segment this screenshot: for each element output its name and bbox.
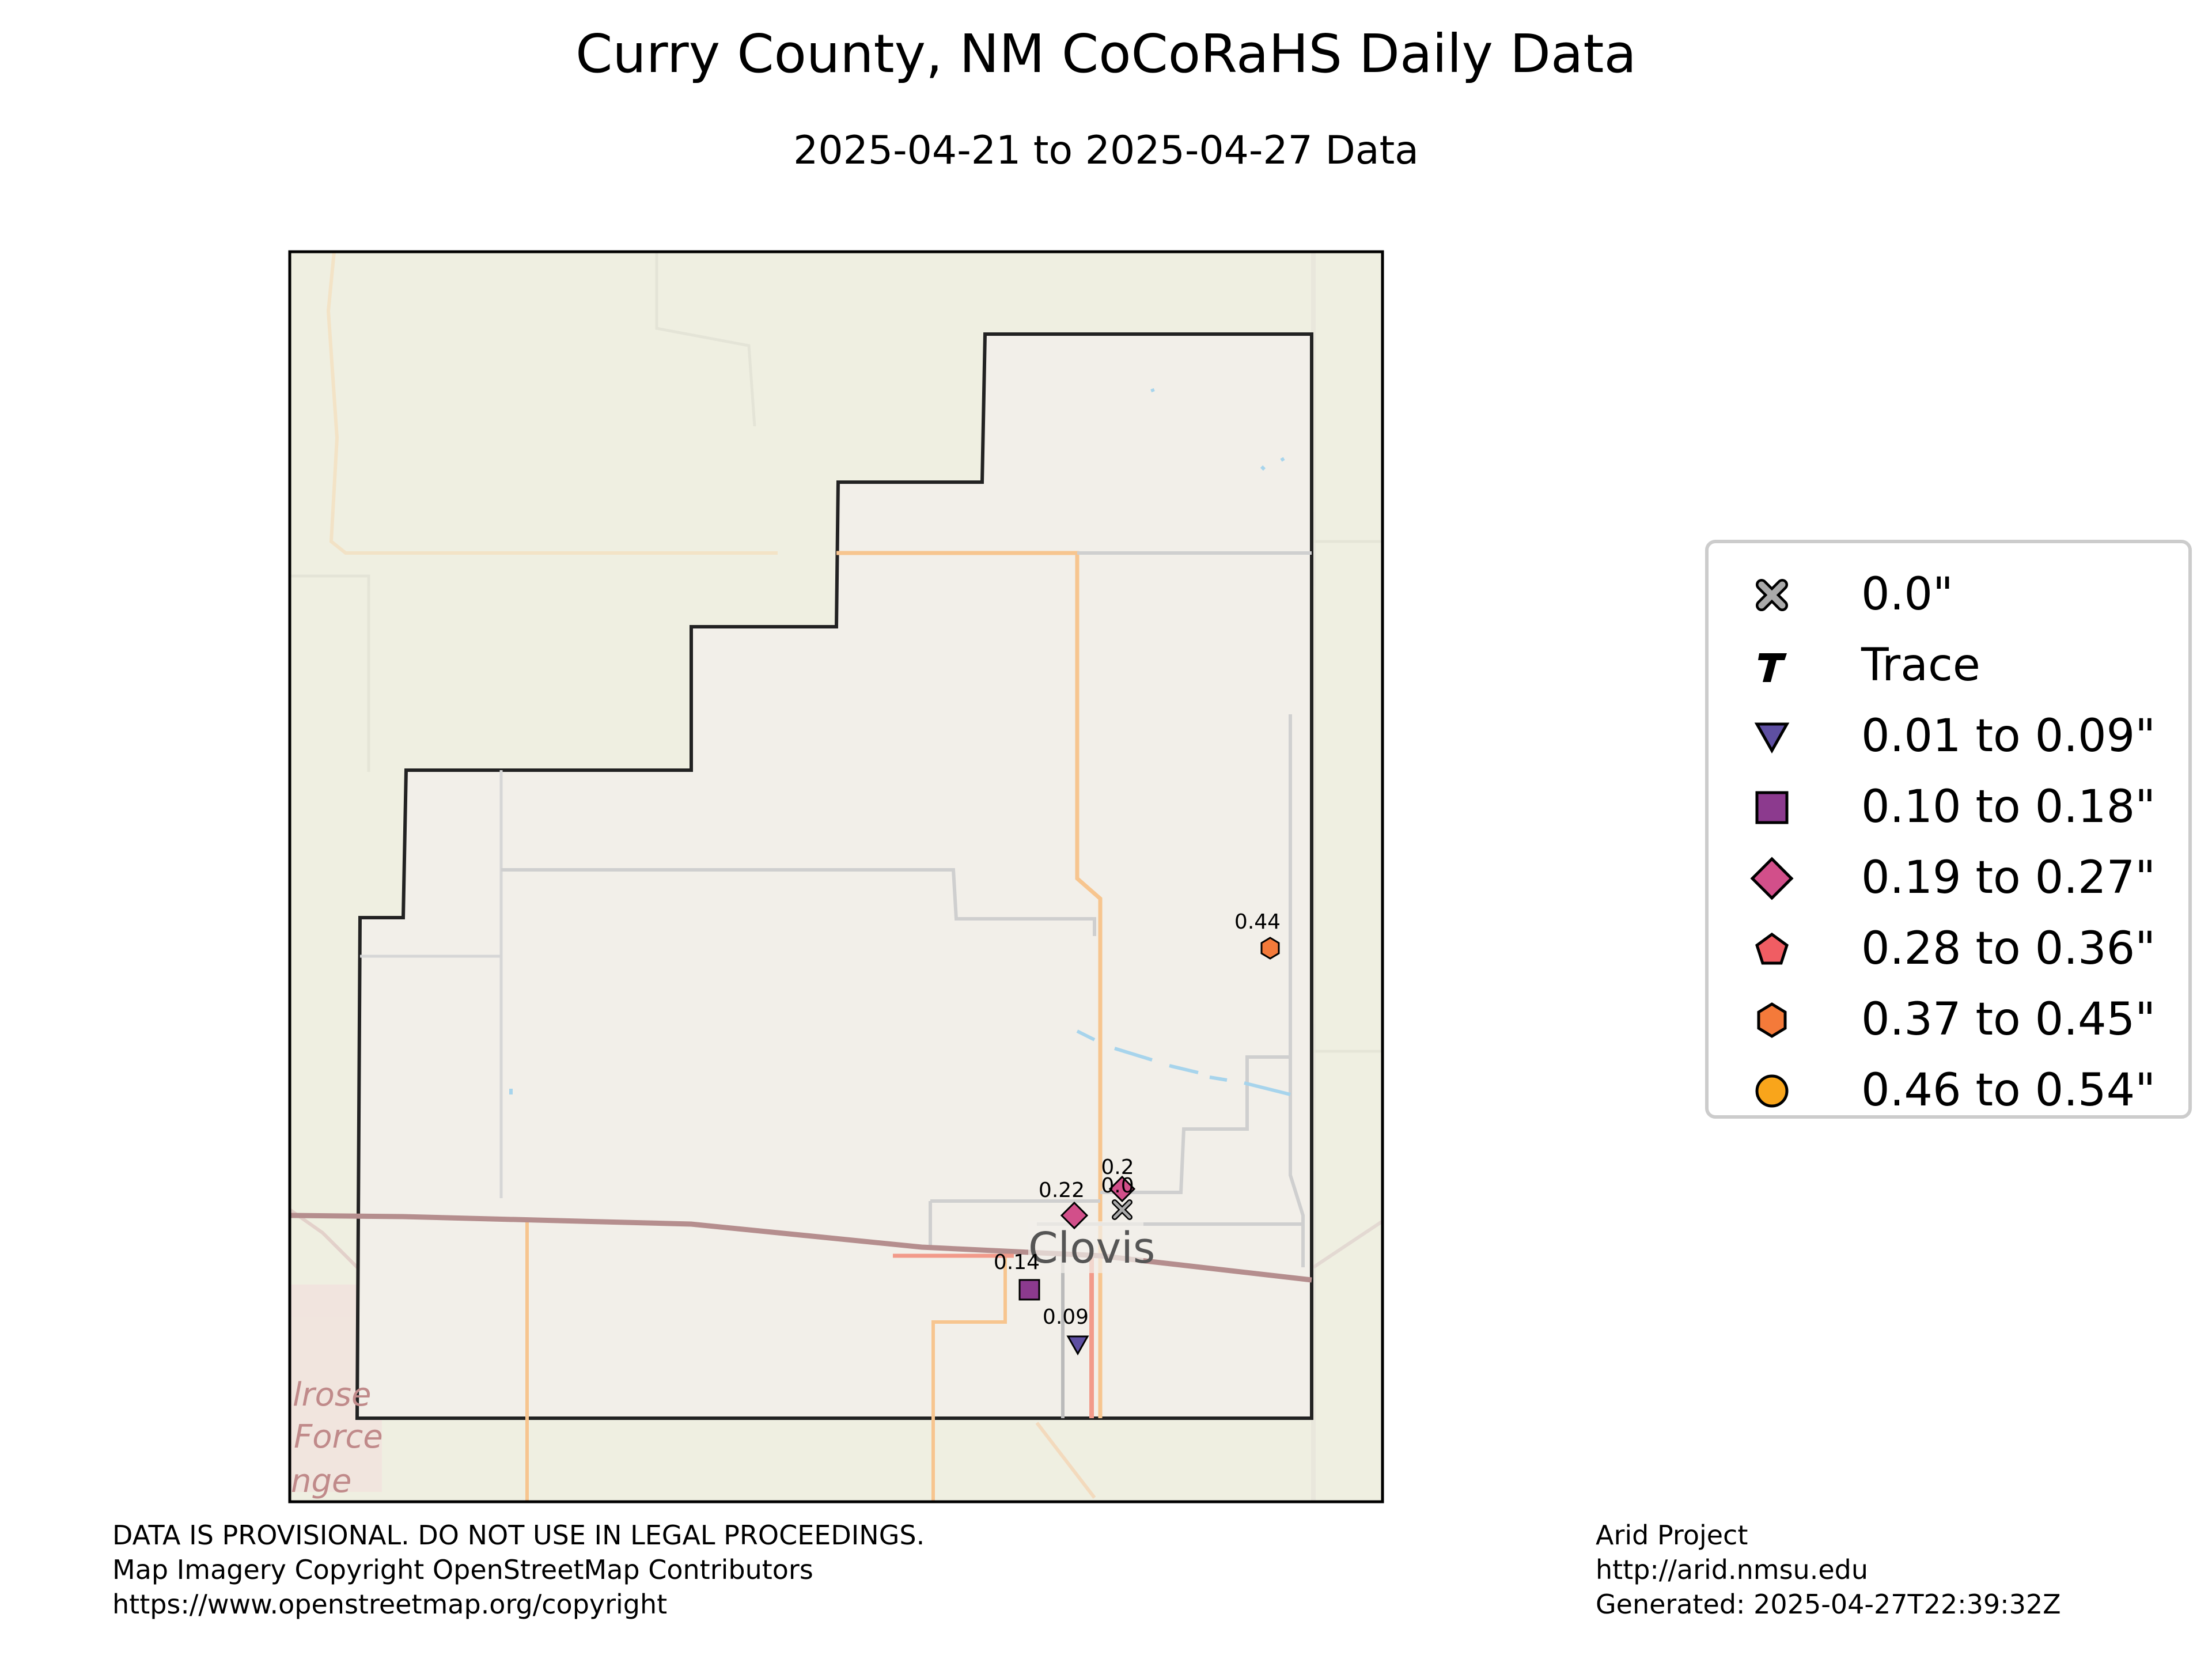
water-features [509, 388, 1291, 1096]
legend-label: 0.37 to 0.45" [1861, 994, 2156, 1046]
legend-label: 0.0" [1861, 569, 1953, 620]
x-icon [1756, 579, 1788, 611]
legend-label: 0.46 to 0.54" [1861, 1065, 2156, 1116]
faint-label-2: Force [294, 1418, 383, 1456]
legend-label: 0.10 to 0.18" [1861, 781, 2156, 833]
legend-item-028-036: 0.28 to 0.36" [1709, 915, 2188, 984]
station-value-label: 0.44 [1234, 910, 1281, 934]
pentagon-icon [1755, 932, 1789, 965]
legend-item-037-045: 0.37 to 0.45" [1709, 986, 2188, 1055]
chart-title: Curry County, NM CoCoRaHS Daily Data [575, 23, 1637, 85]
legend-label: 0.01 to 0.09" [1861, 710, 2156, 762]
circle-icon [1755, 1074, 1789, 1108]
faint-label-3: nge [291, 1463, 352, 1500]
station-value-label: 0.22 [1039, 1179, 1085, 1202]
legend-item-010-018: 0.10 to 0.18" [1709, 773, 2188, 842]
legend-item-trace: Trace [1709, 631, 2188, 700]
station-square[interactable]: 0.14 [994, 1251, 1040, 1301]
station-diamond[interactable]: 0.2 [1101, 1156, 1136, 1203]
footer-line[interactable]: https://www.openstreetmap.org/copyright [112, 1589, 668, 1620]
footer-line[interactable]: http://arid.nmsu.edu [1596, 1554, 1868, 1585]
station-triangle[interactable]: 0.09 [1043, 1305, 1089, 1356]
legend-label: Trace [1861, 639, 1980, 691]
station-diamond[interactable]: 0.22 [1039, 1179, 1089, 1230]
station-hexagon[interactable]: 0.44 [1234, 910, 1281, 960]
place-label-box [1028, 1221, 1143, 1273]
footer-line: Arid Project [1596, 1520, 1748, 1551]
stations: 0.44 0.2 0.0 0.22 0.14 0.09 [994, 910, 1281, 1356]
square-icon [1755, 791, 1789, 824]
place-label-clovis: Clovis [1028, 1224, 1155, 1273]
footer-disclaimer: DATA IS PROVISIONAL. DO NOT USE IN LEGAL… [112, 1518, 925, 1622]
station-value-label: 0.0 [1101, 1174, 1134, 1198]
hexagon-icon [1757, 1002, 1787, 1038]
faint-label-1: lrose [293, 1376, 371, 1414]
t-icon [1758, 653, 1787, 682]
footer-line: Generated: 2025-04-27T22:39:32Z [1596, 1589, 2061, 1620]
station-value-label: 0.09 [1043, 1305, 1089, 1329]
diamond-icon [1750, 857, 1794, 900]
county-boundary [355, 332, 1313, 1420]
legend-item-zero: 0.0" [1709, 560, 2188, 630]
legend-item-019-027: 0.19 to 0.27" [1709, 844, 2188, 913]
station-value-label: 0.14 [994, 1251, 1040, 1274]
footer-credits: Arid Project http://arid.nmsu.edu Genera… [1596, 1518, 2061, 1622]
station-zero[interactable]: 0.0 [1101, 1174, 1134, 1220]
legend-label: 0.19 to 0.27" [1861, 852, 2156, 904]
chart-subtitle: 2025-04-21 to 2025-04-27 Data [793, 128, 1419, 173]
legend-item-001-009: 0.01 to 0.09" [1709, 702, 2188, 771]
map-frame [288, 250, 1384, 1503]
legend-item-046-054: 0.46 to 0.54" [1709, 1056, 2188, 1126]
station-value-label: 0.2 [1101, 1156, 1134, 1179]
footer-line: Map Imagery Copyright OpenStreetMap Cont… [112, 1554, 813, 1585]
legend: 0.0" Trace 0.01 to 0.09" 0.10 to 0.18" 0… [1705, 540, 2192, 1119]
triangle-down-icon [1754, 722, 1790, 754]
footer-line: DATA IS PROVISIONAL. DO NOT USE IN LEGAL… [112, 1520, 925, 1551]
legend-label: 0.28 to 0.36" [1861, 923, 2156, 975]
